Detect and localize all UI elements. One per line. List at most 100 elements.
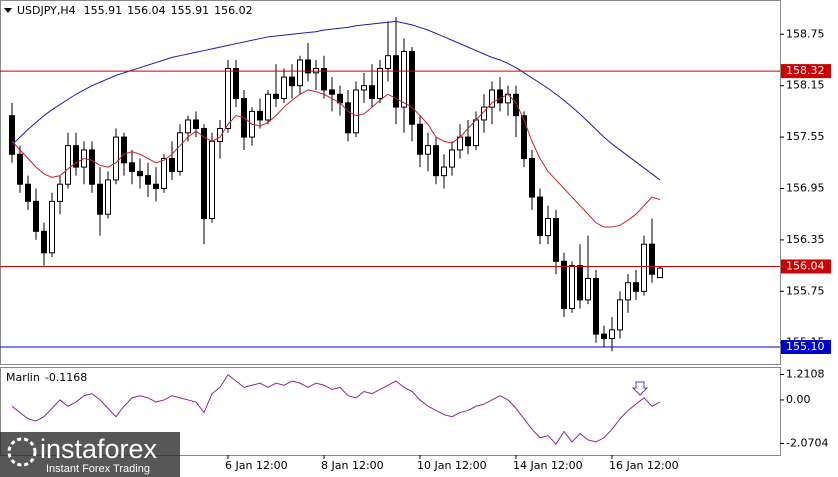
candle-body: [529, 158, 535, 198]
candle-body: [209, 140, 215, 219]
candle-body: [401, 50, 407, 108]
candle-body: [9, 115, 15, 155]
level-label: 156.04: [786, 259, 825, 272]
y-tick-label: 155.75: [786, 284, 825, 297]
main-frame: [0, 0, 781, 365]
candle-body: [121, 136, 127, 164]
candle-body: [329, 89, 335, 95]
watermark: instaforex Instant Forex Trading: [0, 432, 180, 477]
candle-body: [145, 175, 151, 185]
candle-body: [641, 243, 647, 292]
candle-body: [489, 89, 495, 108]
candle-body: [185, 119, 191, 134]
candle-body: [609, 329, 615, 339]
candle-body: [33, 200, 39, 232]
candle-body: [97, 183, 103, 215]
header: USDJPY,H4 155.91 156.04 155.91 156.02: [17, 4, 253, 17]
osc-panel: [11, 373, 661, 445]
candle-body: [377, 68, 383, 100]
candle-body: [161, 158, 167, 189]
candle-body: [561, 260, 567, 309]
candle-body: [129, 162, 135, 172]
watermark-logo: [7, 437, 37, 467]
candle-body: [73, 145, 79, 168]
watermark-bg: [0, 432, 180, 477]
candle-body: [433, 145, 439, 177]
osc-tick-label: -2.0704: [786, 436, 828, 449]
candle-body: [617, 299, 623, 331]
candle-body: [89, 149, 95, 185]
candle-body: [441, 166, 447, 177]
candle-body: [41, 230, 47, 254]
osc-title: Marlin: [6, 371, 40, 384]
candle-body: [233, 68, 239, 100]
candle-body: [297, 59, 303, 87]
candle-body: [537, 196, 543, 237]
x-tick-label: 8 Jan 12:00: [321, 459, 384, 472]
candle-body: [497, 89, 503, 104]
candle-body: [585, 277, 591, 301]
candle-body: [113, 136, 119, 181]
osc-tick-label: 1.2108: [786, 367, 825, 380]
candle-body: [25, 183, 31, 202]
level-box: [781, 259, 831, 274]
moving-average: [11, 89, 661, 228]
level-box: [781, 340, 831, 355]
symbol: USDJPY,H4: [17, 4, 76, 17]
candle-body: [569, 265, 575, 309]
osc-value: -0.1168: [45, 371, 87, 384]
candle-body: [633, 282, 639, 292]
y-tick-label: 158.15: [786, 79, 825, 92]
candle-body: [153, 183, 159, 189]
candle-body: [409, 50, 415, 125]
candle-body: [369, 85, 375, 100]
candle-body: [305, 59, 311, 74]
candle-body: [49, 200, 55, 254]
candle-body: [657, 267, 663, 279]
candle-body: [449, 149, 455, 168]
candle-body: [321, 68, 327, 91]
axes: 158.75 158.15 157.55 156.95 156.35 155.75 155.…: [225, 27, 831, 472]
oscillator-line: [11, 373, 661, 445]
level-box: [781, 64, 831, 79]
close: 156.02: [214, 4, 253, 17]
x-tick-label: 10 Jan 12:00: [417, 459, 487, 472]
level-label: 155.10: [786, 340, 825, 353]
x-tick-label: 16 Jan 12:00: [609, 459, 679, 472]
candle-body: [345, 102, 351, 134]
candle-body: [57, 183, 63, 202]
candle-body: [289, 76, 295, 87]
low: 155.91: [171, 4, 210, 17]
moving-average: [11, 20, 661, 181]
candle-body: [65, 145, 71, 185]
x-tick-label: 14 Jan 12:00: [513, 459, 583, 472]
candle-body: [393, 55, 399, 108]
candle-body: [273, 93, 279, 100]
menu-triangle: [4, 8, 12, 13]
level-label: 158.32: [786, 64, 825, 77]
watermark-tagline: Instant Forex Trading: [46, 463, 150, 475]
candle-body: [201, 128, 207, 219]
high: 156.04: [127, 4, 166, 17]
candle-body: [465, 136, 471, 147]
candle-body: [417, 123, 423, 155]
signal-arrow: [631, 381, 649, 396]
x-tick-label: 6 Jan 12:00: [225, 459, 288, 472]
candle-body: [425, 145, 431, 155]
candle-body: [521, 115, 527, 160]
candle-body: [545, 217, 551, 237]
candle-body: [217, 128, 223, 142]
y-tick-label: 157.55: [786, 130, 825, 143]
candle-body: [281, 76, 287, 100]
candle-body: [193, 119, 199, 130]
osc-tick-label: 0.00: [786, 393, 811, 406]
candle-body: [361, 85, 367, 91]
candle-body: [105, 179, 111, 215]
candle-body: [177, 132, 183, 172]
candle-body: [649, 243, 655, 275]
candle-body: [513, 93, 519, 117]
y-tick-label: 156.35: [786, 233, 825, 246]
candle-body: [265, 93, 271, 121]
candle-body: [593, 277, 599, 335]
